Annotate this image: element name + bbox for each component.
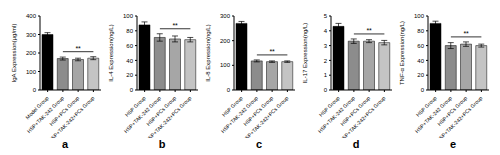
svg-text:5: 5: [324, 13, 328, 19]
svg-text:HSP+TAK-242+PCs Group: HSP+TAK-242+PCs Group: [241, 95, 289, 138]
svg-text:0: 0: [130, 87, 134, 93]
svg-text:60: 60: [417, 43, 424, 49]
svg-text:300: 300: [26, 32, 37, 38]
svg-text:HSP Group: HSP Group: [317, 94, 341, 118]
svg-text:300: 300: [220, 13, 231, 19]
svg-text:HSP+TAK-242 Group: HSP+TAK-242 Group: [219, 94, 259, 135]
html-text:a: a: [61, 138, 69, 150]
svg-text:HSP+TAK-242+PCs Group: HSP+TAK-242+PCs Group: [144, 95, 192, 138]
svg-text:40: 40: [126, 58, 133, 64]
svg-text:HSP+TAK-242+PCs Group: HSP+TAK-242+PCs Group: [338, 95, 386, 138]
svg-text:TNF-α Expression(ng/L): TNF-α Expression(ng/L): [399, 21, 405, 85]
svg-text:200: 200: [220, 38, 231, 44]
svg-text:4: 4: [324, 28, 328, 34]
svg-text:HSP+TAK-242 Group: HSP+TAK-242 Group: [122, 94, 162, 135]
svg-text:HSP+TAK-242+PCs Group: HSP+TAK-242+PCs Group: [435, 95, 483, 138]
svg-text:Model Group: Model Group: [24, 94, 50, 121]
svg-text:HSP+TAK-242 Group: HSP+TAK-242 Group: [25, 94, 65, 135]
html-text:d: d: [352, 138, 360, 150]
svg-text:HSP+PCs Group: HSP+PCs Group: [145, 94, 178, 127]
svg-text:HSP+TAK-242 Group: HSP+TAK-242 Group: [316, 94, 356, 135]
svg-text:20: 20: [417, 72, 424, 78]
svg-text:200: 200: [26, 50, 37, 56]
svg-text:60: 60: [126, 43, 133, 49]
svg-text:HSP Group: HSP Group: [220, 94, 244, 118]
svg-text:**: **: [172, 22, 178, 29]
svg-text:0: 0: [33, 87, 37, 93]
svg-text:HSP+PCs Group: HSP+PCs Group: [436, 94, 469, 127]
svg-text:400: 400: [26, 13, 37, 19]
svg-text:IL-17 Expression(ng/L): IL-17 Expression(ng/L): [302, 23, 308, 84]
svg-text:**: **: [269, 48, 275, 55]
svg-text:20: 20: [126, 72, 133, 78]
svg-text:100: 100: [123, 13, 134, 19]
svg-text:100: 100: [220, 62, 231, 68]
html-text:e: e: [449, 138, 457, 150]
svg-text:HSP+TAK-242+PCs Group: HSP+TAK-242+PCs Group: [47, 95, 95, 138]
svg-text:HSP Group: HSP Group: [123, 94, 147, 118]
svg-text:HSP Group: HSP Group: [414, 94, 438, 118]
svg-text:80: 80: [417, 28, 424, 34]
svg-text:**: **: [366, 27, 372, 34]
svg-text:80: 80: [126, 28, 133, 34]
svg-text:100: 100: [414, 13, 425, 19]
svg-text:IL-8 Expression(ng/L): IL-8 Expression(ng/L): [205, 24, 211, 81]
html-text:b: b: [158, 138, 166, 150]
svg-text:2: 2: [324, 58, 328, 64]
svg-text:0: 0: [324, 87, 328, 93]
svg-text:100: 100: [26, 69, 37, 75]
svg-text:IL-4 Expression(ng/L): IL-4 Expression(ng/L): [108, 24, 114, 81]
svg-text:HSP+TAK-242 Group: HSP+TAK-242 Group: [413, 94, 453, 135]
svg-text:IgA Expression(μg/ml): IgA Expression(μg/ml): [11, 24, 17, 83]
svg-text:3: 3: [324, 43, 328, 49]
svg-text:HSP+PCs Group: HSP+PCs Group: [48, 94, 81, 127]
svg-text:1: 1: [324, 72, 328, 78]
svg-text:0: 0: [227, 87, 231, 93]
html-text:c: c: [255, 138, 263, 150]
svg-text:**: **: [75, 45, 81, 52]
svg-text:HSP+PCs Group: HSP+PCs Group: [339, 94, 372, 127]
svg-text:HSP+PCs Group: HSP+PCs Group: [242, 94, 275, 127]
svg-text:0: 0: [421, 87, 425, 93]
svg-text:40: 40: [417, 58, 424, 64]
svg-text:**: **: [463, 30, 469, 37]
